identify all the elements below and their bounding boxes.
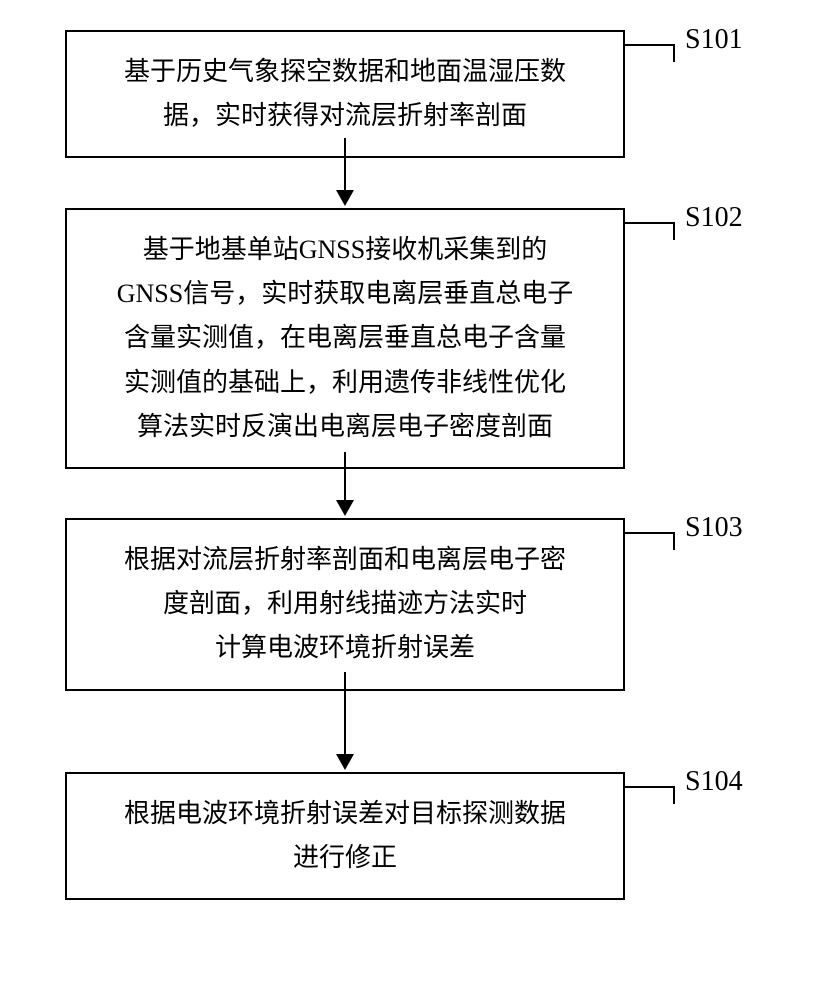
arrow-head-icon xyxy=(336,500,354,516)
flow-arrow xyxy=(344,452,346,502)
arrow-head-icon xyxy=(336,754,354,770)
flow-arrow xyxy=(344,138,346,192)
step-box-s102: 基于地基单站GNSS接收机采集到的 GNSS信号，实时获取电离层垂直总电子 含量… xyxy=(65,208,625,469)
step-label-s104: S104 xyxy=(685,766,743,798)
label-connector xyxy=(625,532,675,550)
step-label-s101: S101 xyxy=(685,24,743,56)
step-label-s103: S103 xyxy=(685,512,743,544)
step-box-s103: 根据对流层折射率剖面和电离层电子密 度剖面，利用射线描迹方法实时 计算电波环境折… xyxy=(65,518,625,691)
label-connector xyxy=(625,44,675,62)
label-connector xyxy=(625,786,675,804)
step-text: 基于历史气象探空数据和地面温湿压数 据，实时获得对流层折射率剖面 xyxy=(91,50,599,138)
step-box-s104: 根据电波环境折射误差对目标探测数据 进行修正 xyxy=(65,772,625,900)
label-connector xyxy=(625,222,675,240)
step-text: 基于地基单站GNSS接收机采集到的 GNSS信号，实时获取电离层垂直总电子 含量… xyxy=(91,228,599,449)
arrow-head-icon xyxy=(336,190,354,206)
step-label-s102: S102 xyxy=(685,202,743,234)
step-text: 根据对流层折射率剖面和电离层电子密 度剖面，利用射线描迹方法实时 计算电波环境折… xyxy=(91,538,599,671)
step-text: 根据电波环境折射误差对目标探测数据 进行修正 xyxy=(91,792,599,880)
flow-arrow xyxy=(344,672,346,756)
